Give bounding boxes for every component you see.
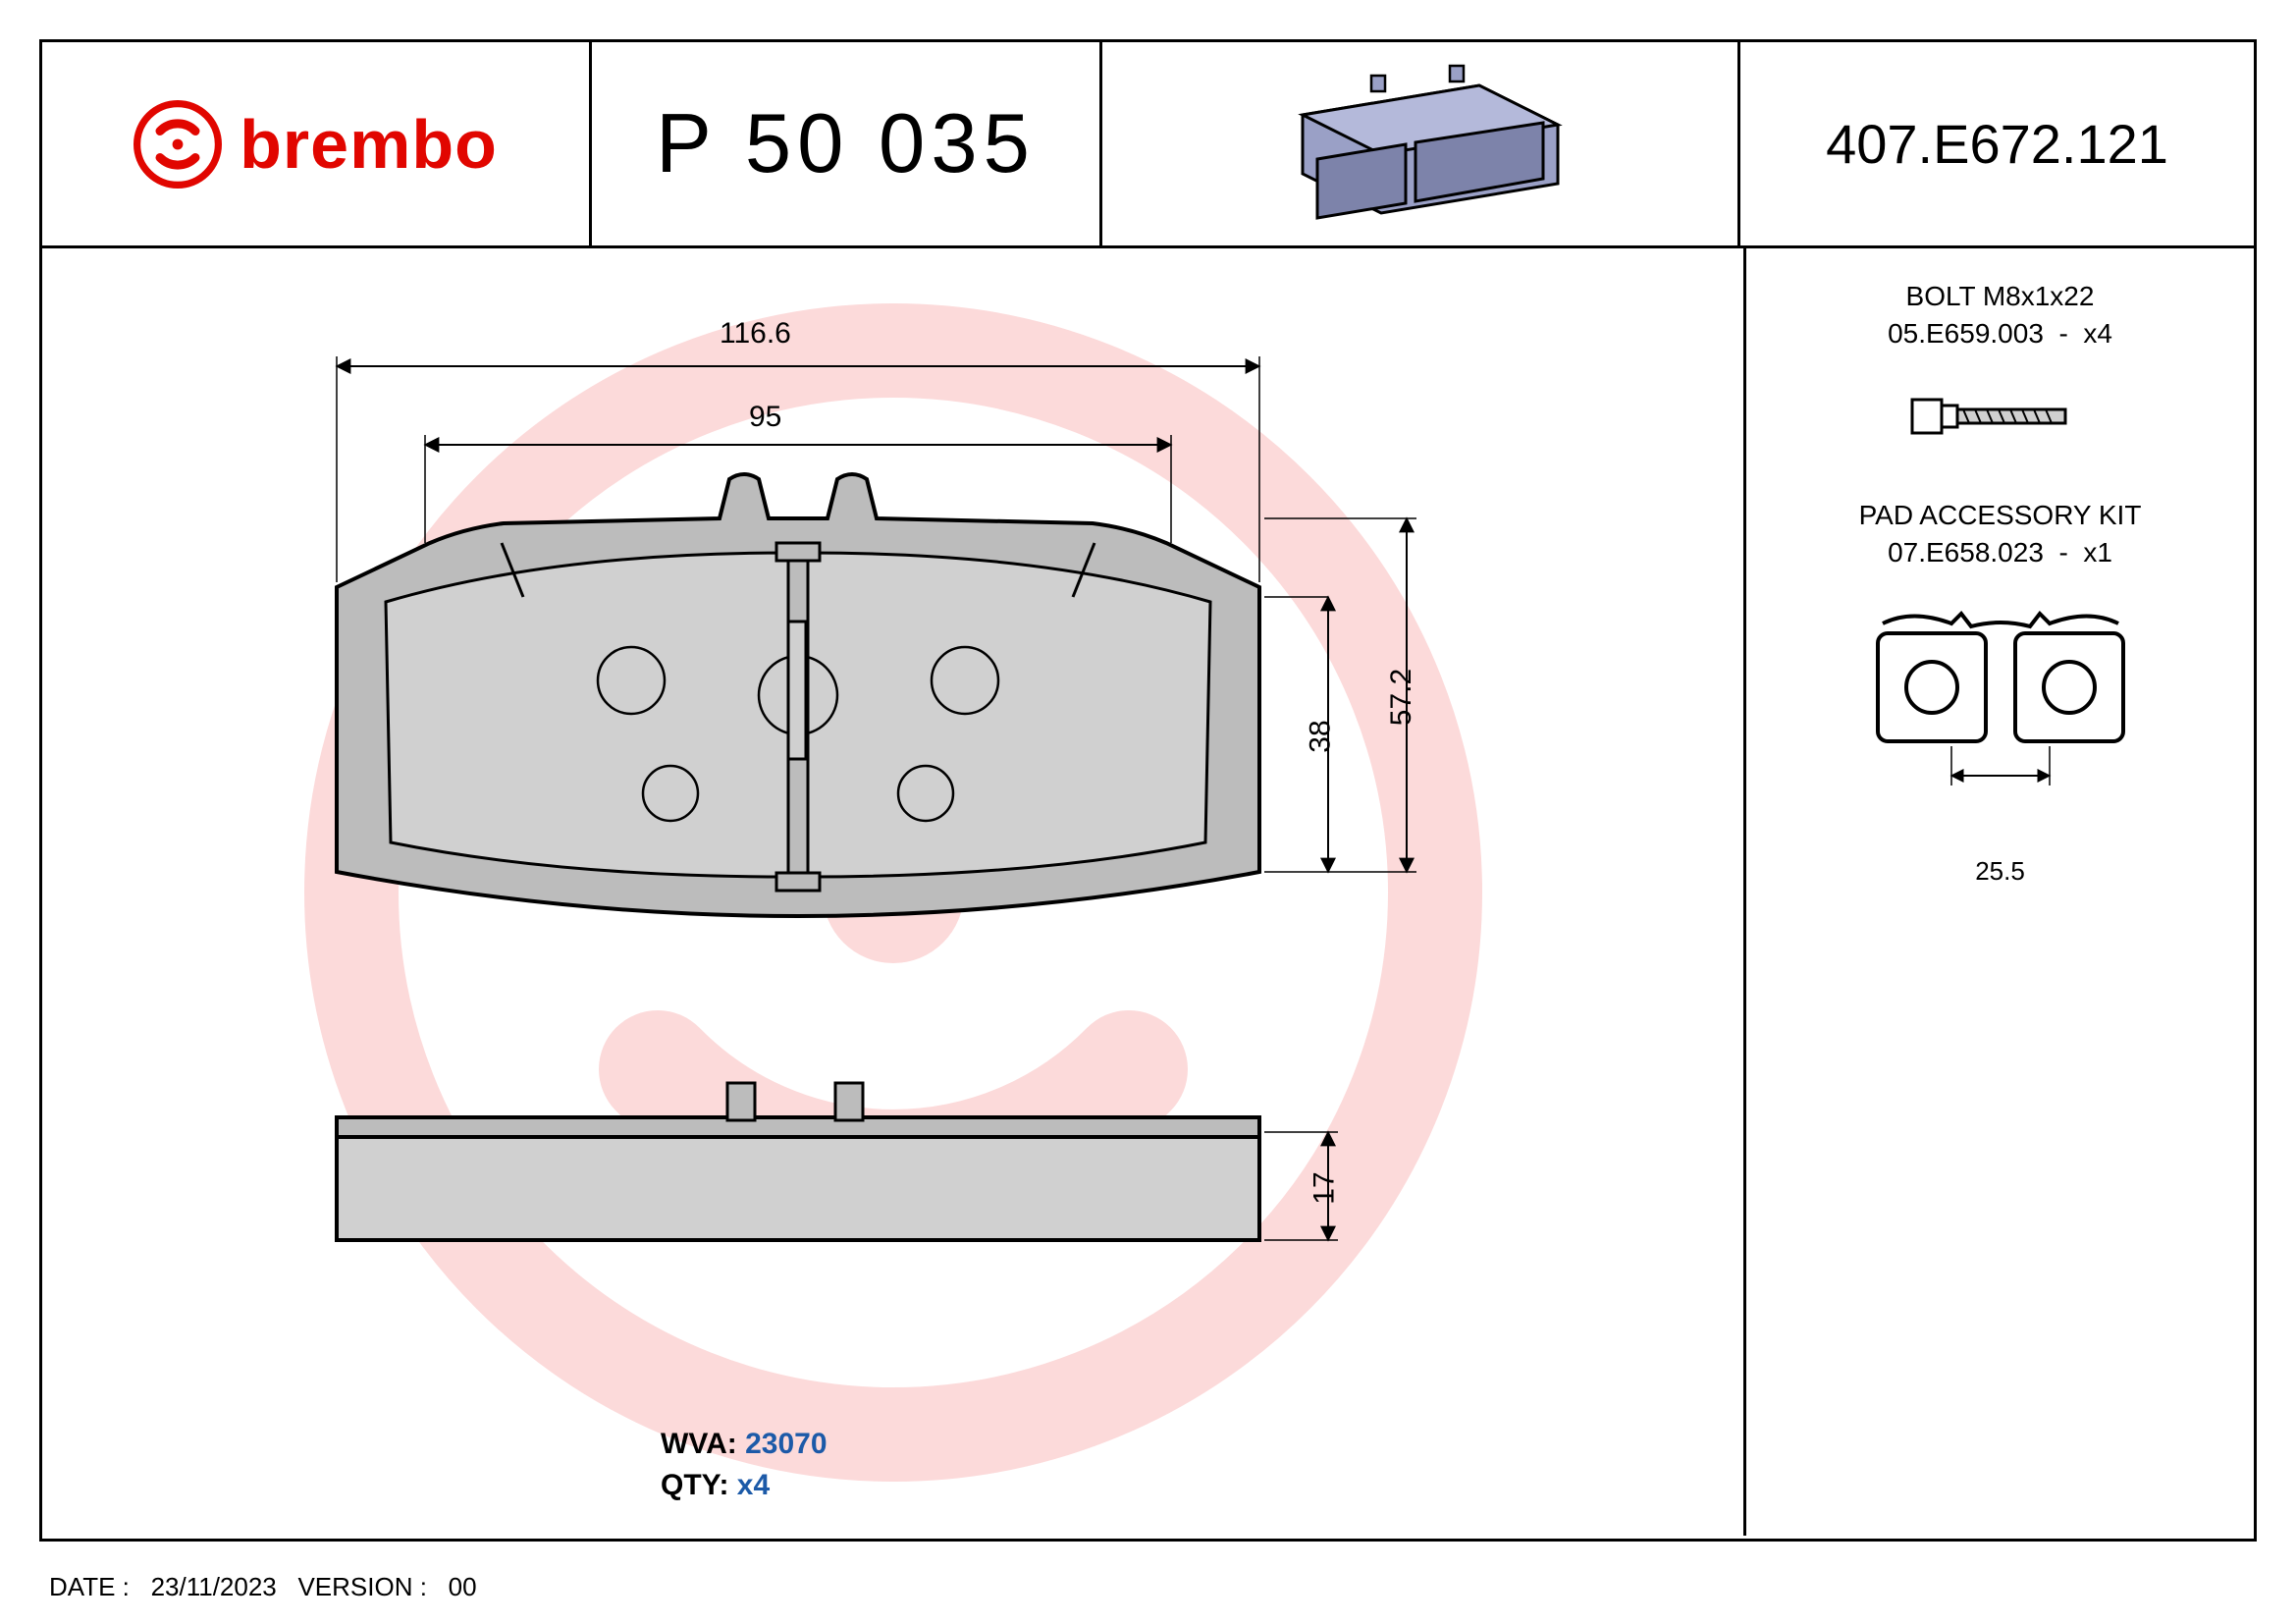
part-number-cell: P 50 035: [592, 42, 1102, 245]
qty-label: QTY:: [661, 1469, 728, 1501]
brand-text: brembo: [240, 105, 498, 184]
brake-pad-iso-icon: [1263, 56, 1577, 233]
date-label: DATE :: [49, 1572, 130, 1601]
wva-value: 23070: [745, 1428, 827, 1460]
technical-drawing: [42, 248, 1711, 1525]
body-row: 116.6 95 38 57.2 17 WVA: 23070 QTY: x4 B…: [42, 248, 2254, 1536]
brembo-logo: brembo: [133, 100, 498, 189]
brembo-mark-icon: [133, 100, 222, 189]
kit-code: 07.E658.023: [1888, 537, 2044, 568]
ref-code: 407.E672.121: [1826, 112, 2168, 176]
footer-meta: DATE : 23/11/2023 VERSION : 00: [49, 1572, 477, 1602]
dim-width-inner: 95: [749, 401, 781, 434]
dim-width-overall: 116.6: [720, 317, 791, 351]
bolt-code: 05.E659.003: [1888, 318, 2044, 349]
qty-value: x4: [737, 1469, 770, 1501]
kit-dim: 25.5: [1824, 854, 2177, 889]
kit-title: PAD ACCESSORY KIT: [1824, 497, 2177, 534]
meta-block: WVA: 23070 QTY: x4: [661, 1424, 828, 1506]
iso-view-cell: [1102, 42, 1740, 245]
date-value: 23/11/2023: [151, 1572, 277, 1601]
drawing-sheet: brembo P 50 035 407.E672.121: [39, 39, 2257, 1542]
kit-block: PAD ACCESSORY KIT 07.E658.023 - x1: [1824, 497, 2177, 888]
dim-height-outer: 57.2: [1385, 669, 1418, 726]
header-row: brembo P 50 035 407.E672.121: [42, 42, 2254, 248]
bolt-title: BOLT M8x1x22: [1883, 278, 2118, 315]
accessory-kit-icon: [1824, 589, 2177, 844]
main-drawing-area: 116.6 95 38 57.2 17 WVA: 23070 QTY: x4: [42, 248, 1743, 1536]
version-label: VERSION :: [297, 1572, 426, 1601]
wva-label: WVA:: [661, 1428, 737, 1460]
kit-qty: x1: [2083, 537, 2112, 568]
bolt-block: BOLT M8x1x22 05.E659.003 - x4: [1883, 278, 2118, 467]
brand-cell: brembo: [42, 42, 592, 245]
version-value: 00: [449, 1572, 477, 1601]
ref-code-cell: 407.E672.121: [1740, 42, 2254, 245]
accessory-column: BOLT M8x1x22 05.E659.003 - x4 PAD ACCESS…: [1743, 248, 2254, 1536]
dim-height-inner: 38: [1305, 720, 1338, 752]
part-number: P 50 035: [656, 96, 1036, 192]
bolt-qty: x4: [2083, 318, 2112, 349]
dim-thickness: 17: [1308, 1171, 1342, 1204]
bolt-icon: [1883, 370, 2118, 459]
